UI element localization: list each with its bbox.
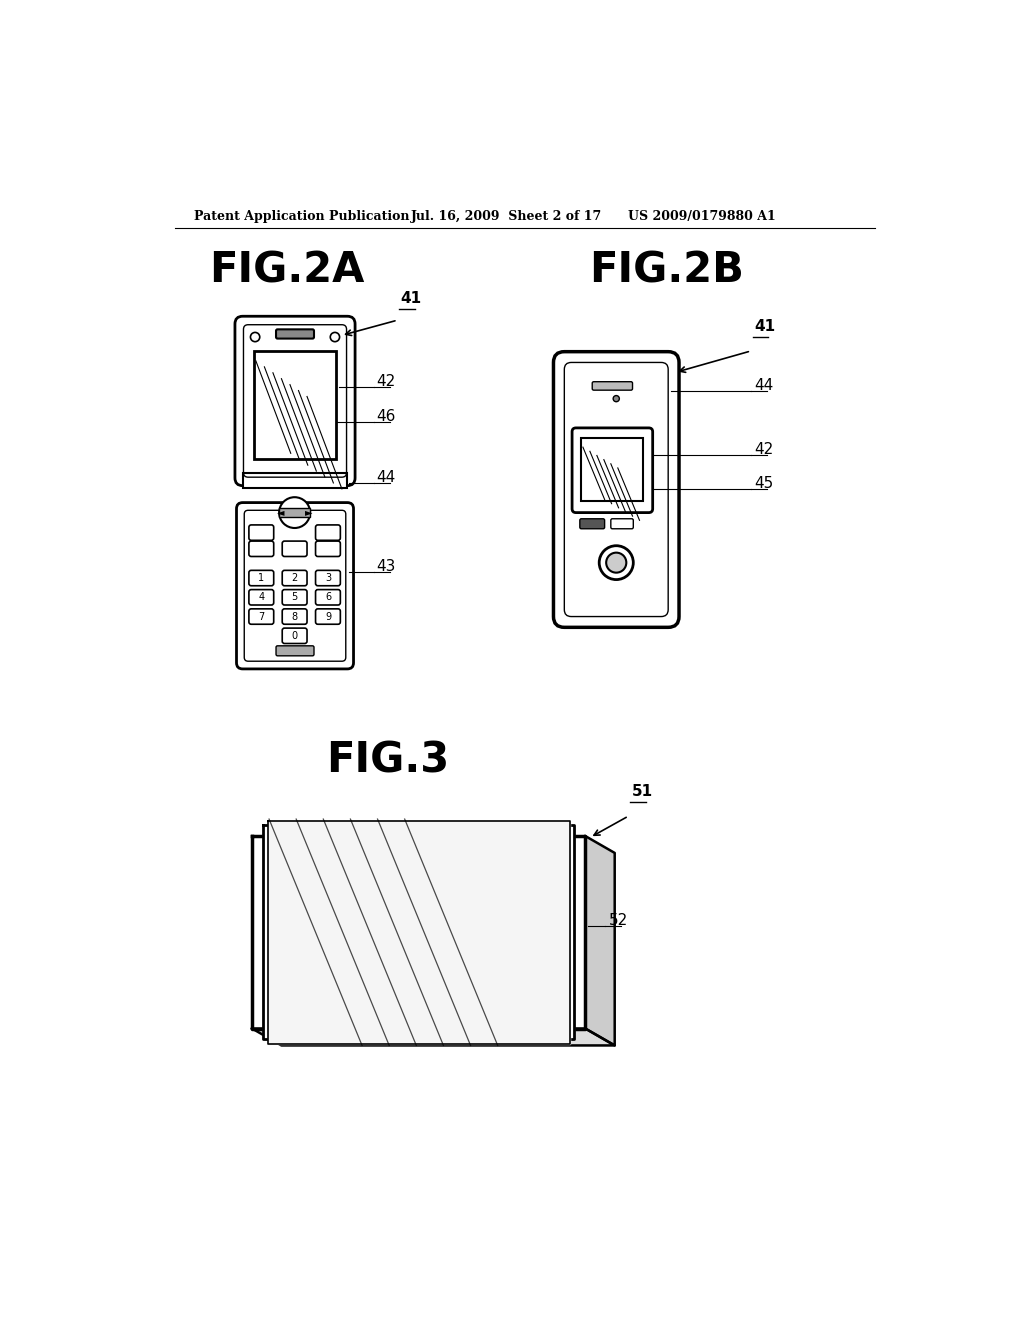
FancyBboxPatch shape — [283, 590, 307, 605]
Bar — [254, 351, 337, 459]
FancyBboxPatch shape — [249, 541, 273, 557]
FancyBboxPatch shape — [283, 570, 307, 586]
FancyBboxPatch shape — [611, 519, 633, 529]
Circle shape — [280, 498, 310, 528]
Text: 5: 5 — [292, 593, 298, 602]
Polygon shape — [488, 878, 507, 902]
Polygon shape — [252, 1028, 614, 1045]
FancyBboxPatch shape — [276, 330, 314, 339]
FancyBboxPatch shape — [554, 351, 679, 627]
Polygon shape — [403, 836, 426, 878]
Polygon shape — [267, 821, 569, 1044]
Circle shape — [599, 545, 633, 579]
FancyBboxPatch shape — [580, 519, 604, 529]
Text: 41: 41 — [755, 319, 775, 334]
Circle shape — [331, 333, 340, 342]
FancyBboxPatch shape — [315, 570, 340, 586]
Circle shape — [613, 396, 620, 401]
FancyBboxPatch shape — [315, 590, 340, 605]
FancyBboxPatch shape — [283, 609, 307, 624]
FancyBboxPatch shape — [572, 428, 652, 512]
Text: 0: 0 — [292, 631, 298, 640]
Text: 42: 42 — [755, 442, 773, 457]
Polygon shape — [341, 878, 500, 895]
Text: ►: ► — [305, 508, 312, 517]
Text: 43: 43 — [376, 558, 395, 574]
Text: 2: 2 — [292, 573, 298, 583]
Text: 44: 44 — [755, 378, 773, 393]
Text: Jul. 16, 2009  Sheet 2 of 17: Jul. 16, 2009 Sheet 2 of 17 — [411, 210, 602, 223]
FancyBboxPatch shape — [283, 628, 307, 644]
Text: 7: 7 — [258, 611, 264, 622]
FancyBboxPatch shape — [315, 609, 340, 624]
Text: 4: 4 — [258, 593, 264, 602]
Text: FIG.3: FIG.3 — [326, 739, 450, 781]
Text: 51: 51 — [632, 784, 653, 799]
Text: 3: 3 — [325, 573, 331, 583]
FancyBboxPatch shape — [249, 609, 273, 624]
FancyBboxPatch shape — [592, 381, 633, 391]
Text: FIG.2A: FIG.2A — [209, 249, 365, 290]
FancyBboxPatch shape — [283, 541, 307, 557]
Text: FIG.2B: FIG.2B — [589, 249, 744, 290]
Text: 8: 8 — [292, 611, 298, 622]
FancyBboxPatch shape — [249, 590, 273, 605]
Text: 9: 9 — [325, 611, 331, 622]
Text: 45: 45 — [755, 475, 773, 491]
Polygon shape — [586, 836, 614, 1045]
Bar — [582, 438, 643, 502]
Circle shape — [251, 333, 260, 342]
Bar — [280, 508, 310, 517]
Polygon shape — [263, 825, 574, 1039]
FancyBboxPatch shape — [237, 503, 353, 669]
Polygon shape — [252, 836, 586, 1028]
Text: Patent Application Publication: Patent Application Publication — [194, 210, 410, 223]
Text: US 2009/0179880 A1: US 2009/0179880 A1 — [628, 210, 775, 223]
FancyBboxPatch shape — [315, 541, 340, 557]
Text: ◄: ◄ — [276, 508, 285, 517]
FancyBboxPatch shape — [234, 317, 355, 486]
Text: 42: 42 — [376, 374, 395, 389]
Text: 6: 6 — [325, 593, 331, 602]
Circle shape — [606, 553, 627, 573]
FancyBboxPatch shape — [249, 525, 273, 540]
Bar — [243, 473, 347, 488]
FancyBboxPatch shape — [276, 645, 314, 656]
FancyBboxPatch shape — [315, 525, 340, 540]
FancyBboxPatch shape — [249, 570, 273, 586]
Text: 44: 44 — [376, 470, 395, 486]
Text: 41: 41 — [400, 292, 422, 306]
Text: 46: 46 — [376, 409, 395, 424]
Text: 52: 52 — [608, 913, 628, 928]
Text: 1: 1 — [258, 573, 264, 583]
